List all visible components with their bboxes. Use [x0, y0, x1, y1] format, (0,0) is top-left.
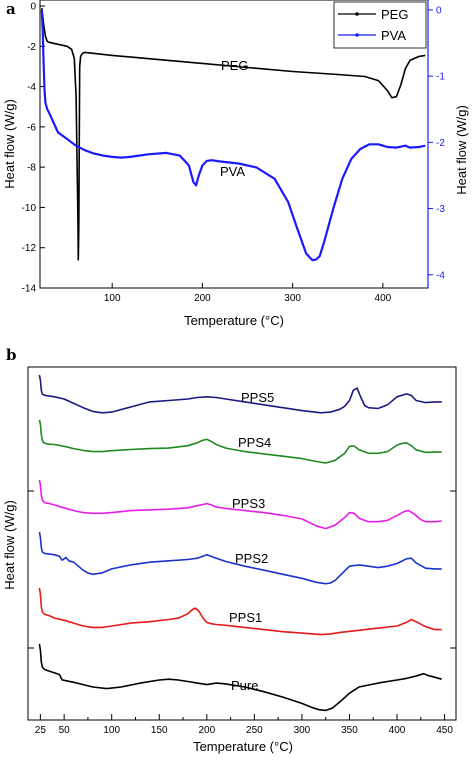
- panel-a-y2tick-label-2: -2: [436, 138, 445, 149]
- panel-a-ytick-label-1: -2: [27, 42, 36, 53]
- series-label-pva: PVA: [220, 164, 245, 179]
- panel-b: b 25 50 100 150 200 250 300 350 400 450 PPS5 PPS4…: [2, 346, 457, 754]
- series-label-pps3: PPS3: [232, 496, 265, 511]
- panel-a-xtick-label-1: 200: [194, 293, 211, 304]
- panel-b-xlabel: Temperature (°C): [193, 739, 293, 754]
- panel-a-xtick-label-0: 100: [104, 293, 121, 304]
- panel-a-y2label: Heat flow (W/g): [454, 105, 469, 195]
- panel-a-ytick-label-0: 0: [30, 2, 36, 13]
- series-label-peg: PEG: [221, 58, 248, 73]
- series-line-pps3: [38, 479, 442, 530]
- series-line-pps2: [38, 531, 442, 585]
- series-label-pps2: PPS2: [235, 551, 268, 566]
- panel-b-xtick-label-9: 450: [436, 725, 453, 736]
- panel-b-xtick-label-4: 200: [198, 725, 215, 736]
- panel-a-ytick-label-3: -6: [27, 122, 36, 133]
- panel-a: a 100 200 300 400 0 -2 -4 -6 -8 -10 -12 -14 0 -1 -2 -3 -…: [2, 0, 469, 328]
- panel-a-ylabel: Heat flow (W/g): [2, 99, 17, 189]
- panel-b-ylabel: Heat flow (W/g): [2, 500, 17, 590]
- panel-b-plot-frame: [27, 366, 457, 721]
- panel-a-ytick-label-5: -10: [22, 203, 37, 214]
- series-label-pps4: PPS4: [238, 435, 271, 450]
- panel-a-ytick-label-4: -8: [27, 163, 36, 174]
- series-label-pps1: PPS1: [229, 610, 262, 625]
- legend-box: [333, 1, 427, 49]
- legend: PEG PVA: [333, 1, 427, 49]
- panel-a-xlabel: Temperature (°C): [184, 313, 284, 328]
- legend-label-pva: PVA: [381, 28, 406, 43]
- panel-b-xtick-label-6: 300: [294, 725, 311, 736]
- legend-label-peg: PEG: [381, 7, 408, 22]
- panel-a-ytick-label-2: -4: [27, 82, 36, 93]
- panel-b-y-ticks: [28, 490, 456, 649]
- legend-marker-peg: [355, 12, 359, 16]
- legend-marker-pva: [355, 33, 359, 37]
- series-label-pure: Pure: [231, 678, 258, 693]
- panel-b-xtick-label-8: 400: [389, 725, 406, 736]
- panel-b-xtick-label-0: 25: [35, 725, 47, 736]
- panel-b-ticks: 25 50 100 150 200 250 300 350 400 450: [35, 714, 453, 736]
- series-line-pps5: [38, 374, 442, 414]
- series-line-pps1: [38, 587, 442, 636]
- panel-b-xtick-label-1: 50: [59, 725, 71, 736]
- panel-a-ytick-label-7: -14: [22, 284, 37, 295]
- panel-b-xtick-label-3: 150: [151, 725, 168, 736]
- panel-a-series: [40, 8, 426, 262]
- panel-b-series-labels: PPS5 PPS4 PPS3 PPS2 PPS1 Pure: [229, 390, 274, 693]
- panel-a-y2tick-label-4: -4: [436, 270, 445, 281]
- panel-b-xtick-label-7: 350: [341, 725, 358, 736]
- series-label-pps5: PPS5: [241, 390, 274, 405]
- panel-a-ticks: 100 200 300 400 0 -2 -4 -6 -8 -10 -12 -14 0 -1 -2 -3 -4: [22, 2, 446, 304]
- series-line-peg: [41, 8, 426, 261]
- series-line-pps4: [38, 419, 442, 464]
- panel-a-y2tick-label-3: -3: [436, 204, 445, 215]
- panel-a-letter: a: [6, 0, 16, 18]
- panel-a-xtick-label-3: 400: [375, 293, 392, 304]
- panel-b-series: [38, 374, 442, 712]
- panel-b-xtick-label-5: 250: [246, 725, 263, 736]
- panel-a-y2tick-label-1: -1: [436, 72, 445, 83]
- panel-b-letter: b: [6, 346, 17, 364]
- series-line-pure: [38, 643, 442, 712]
- series-line-pva: [40, 9, 426, 262]
- panel-a-xtick-label-2: 300: [284, 293, 301, 304]
- panel-b-xtick-label-2: 100: [103, 725, 120, 736]
- panel-a-ytick-label-6: -12: [22, 243, 37, 254]
- panel-a-y2tick-label-0: 0: [436, 5, 442, 16]
